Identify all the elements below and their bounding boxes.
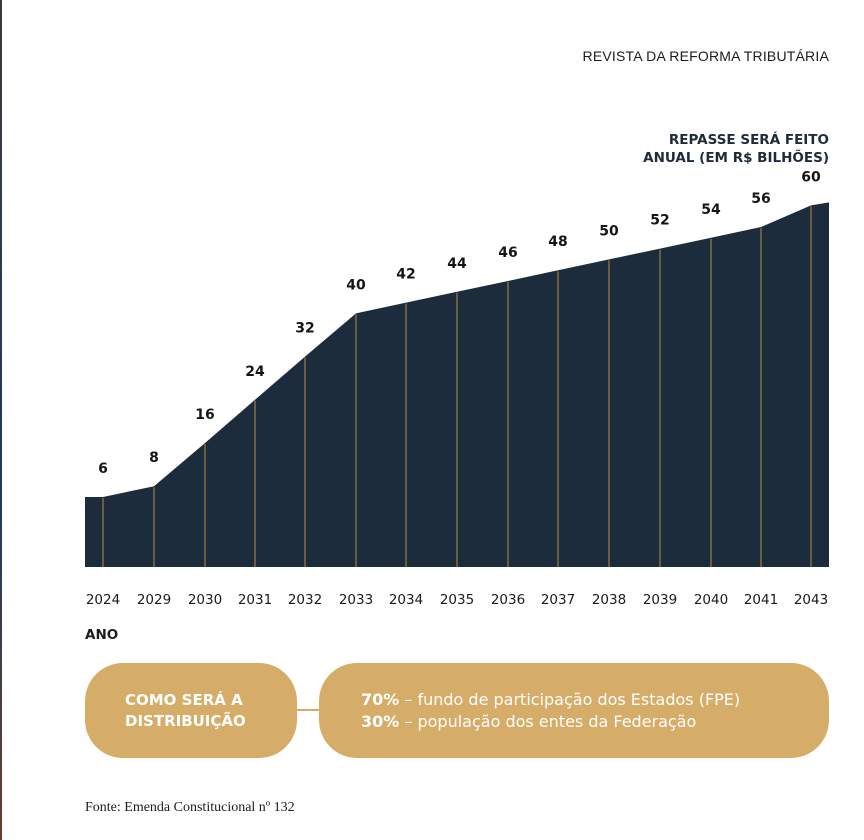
magazine-header: REVISTA DA REFORMA TRIBUTÁRIA (582, 48, 829, 64)
distribution-details-pill: 70% – fundo de participação dos Estados … (319, 663, 829, 758)
x-tick-2037: 2037 (541, 592, 575, 608)
x-tick-2036: 2036 (491, 592, 525, 608)
page-edge-strip (0, 0, 2, 840)
x-tick-2031: 2031 (238, 592, 272, 608)
distribution-heading-line-2: DISTRIBUIÇÃO (125, 711, 246, 730)
x-tick-2034: 2034 (389, 592, 423, 608)
x-tick-2041: 2041 (744, 592, 778, 608)
distribution-heading-pill: COMO SERÁ A DISTRIBUIÇÃO (85, 663, 297, 758)
source-note: Fonte: Emenda Constitucional nº 132 (85, 800, 295, 815)
value-label-2034: 42 (396, 267, 415, 283)
value-label-2041: 56 (751, 191, 770, 207)
value-label-2040: 54 (701, 202, 721, 218)
x-tick-2043: 2043 (794, 592, 828, 608)
x-tick-2030: 2030 (188, 592, 222, 608)
distribution-heading-line-1: COMO SERÁ A (125, 690, 243, 709)
value-label-2031: 24 (245, 364, 265, 380)
value-label-2024: 6 (98, 461, 108, 477)
distribution-item-population: 30% – população dos entes da Federação (361, 711, 829, 733)
area-chart: 6 2024 8 2029 16 2030 24 2031 32 2032 40 2033 42 2034… (85, 169, 829, 608)
distribution-item-fpe: 70% – fundo de participação dos Estados … (361, 689, 829, 711)
distribution-item-fpe-text: – fundo de participação dos Estados (FPE… (399, 689, 741, 709)
x-tick-2038: 2038 (592, 592, 626, 608)
value-label-2036: 46 (498, 245, 517, 261)
distribution-connector (290, 709, 330, 711)
distribution-item-fpe-percent: 70% (361, 689, 400, 709)
chart-title: REPASSE SERÁ FEITO ANUAL (EM R$ BILHÕES) (643, 131, 829, 167)
value-label-2043: 60 (801, 169, 821, 185)
value-label-2038: 50 (599, 223, 619, 239)
x-tick-2033: 2033 (339, 592, 373, 608)
chart-title-line-2: ANUAL (EM R$ BILHÕES) (643, 150, 829, 166)
value-label-2032: 32 (295, 321, 314, 337)
value-label-2035: 44 (447, 256, 467, 272)
value-label-2037: 48 (548, 234, 567, 250)
x-tick-2032: 2032 (288, 592, 322, 608)
distribution-item-population-percent: 30% (361, 711, 400, 731)
x-axis-label: ANO (85, 627, 119, 643)
x-tick-2029: 2029 (137, 592, 171, 608)
distribution-item-population-text: – população dos entes da Federação (399, 711, 697, 731)
x-tick-2039: 2039 (643, 592, 677, 608)
x-tick-2024: 2024 (86, 592, 120, 608)
chart-title-line-1: REPASSE SERÁ FEITO (668, 132, 829, 148)
value-label-2029: 8 (149, 450, 159, 466)
x-tick-2035: 2035 (440, 592, 474, 608)
value-label-2030: 16 (195, 407, 214, 423)
x-tick-2040: 2040 (694, 592, 728, 608)
value-label-2039: 52 (650, 213, 669, 229)
value-label-2033: 40 (346, 277, 366, 293)
